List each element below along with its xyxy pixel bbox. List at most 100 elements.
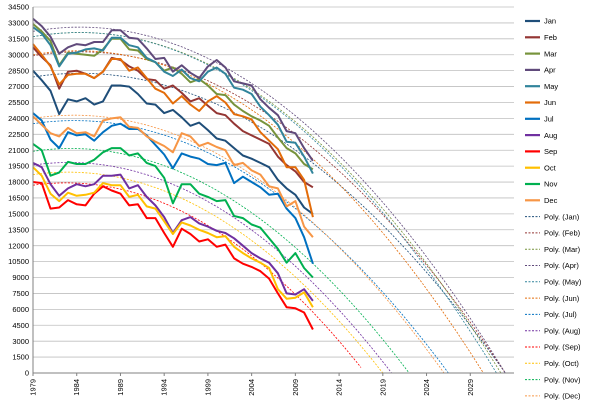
- series-line-oct: [32, 166, 314, 308]
- legend-label: Dec: [544, 196, 558, 205]
- legend-label: Feb: [544, 33, 557, 42]
- y-tick-label: 31500: [8, 34, 29, 43]
- legend-label: Mar: [544, 49, 557, 58]
- trendline-polymay: [32, 32, 497, 374]
- legend-label: Oct: [544, 163, 557, 172]
- legend-item: Apr: [525, 66, 556, 75]
- legend-item: Poly. (May): [525, 278, 582, 287]
- axes: [32, 7, 514, 374]
- y-tick-label: 9000: [12, 273, 29, 282]
- y-tick-label: 12000: [8, 241, 29, 250]
- legend-item: Poly. (Dec): [525, 392, 581, 401]
- x-tick-label: 2004: [247, 379, 256, 396]
- x-tick-label: 2019: [378, 379, 387, 396]
- series-line-jan: [32, 70, 314, 215]
- y-tick-label: 25500: [8, 98, 29, 107]
- y-axis-ticks: 0 1500 3000 4500 6000 7500 9000 10500 12000 13500…: [8, 3, 29, 378]
- y-tick-label: 0: [25, 369, 29, 378]
- trendline-polymar: [32, 32, 502, 374]
- legend-item: Nov: [525, 180, 558, 189]
- series-line-sep: [32, 181, 314, 330]
- trendline-polydec: [32, 114, 445, 374]
- x-tick-label: 2029: [466, 379, 475, 396]
- trendline-polyjan: [32, 72, 506, 374]
- y-tick-label: 28500: [8, 66, 29, 75]
- legend-item: Poly. (Aug): [525, 326, 581, 335]
- series-line-feb: [32, 46, 314, 189]
- x-axis-ticks: 1979 1984 1989 1994 1999 2004 2009 2014 2019 2024…: [29, 373, 475, 396]
- legend-item: Poly. (Oct): [525, 359, 579, 368]
- y-tick-label: 6000: [12, 305, 29, 314]
- legend-label: Aug: [544, 131, 557, 140]
- legend-item: Poly. (Jun): [525, 294, 580, 303]
- legend-item: Poly. (Mar): [525, 245, 581, 254]
- legend-item: Poly. (Apr): [525, 261, 579, 270]
- y-tick-label: 16500: [8, 194, 29, 203]
- legend-item: Dec: [525, 196, 558, 205]
- legend-item: Oct: [525, 163, 557, 172]
- legend-item: Poly. (Jul): [525, 310, 577, 319]
- trendline-polyaug: [32, 162, 392, 374]
- legend-label: Nov: [544, 180, 558, 189]
- y-tick-label: 34500: [8, 3, 29, 12]
- legend-item: Poly. (Sep): [525, 343, 581, 352]
- x-tick-label: 1994: [160, 379, 169, 396]
- trendline-polyoct: [32, 171, 384, 374]
- legend-label: Poly. (Jan): [544, 212, 580, 221]
- x-tick-label: 2024: [422, 379, 431, 396]
- legend: Jan Feb Mar Apr May Jun Jul Aug Sep Oct Nov Dec Poly…: [525, 17, 582, 401]
- legend-label: May: [544, 82, 558, 91]
- x-tick-label: 2009: [291, 379, 300, 396]
- legend-item: Sep: [525, 147, 557, 156]
- x-tick-label: 1979: [29, 379, 38, 396]
- y-tick-label: 27000: [8, 82, 29, 91]
- legend-item: Aug: [525, 131, 557, 140]
- legend-label: Sep: [544, 147, 557, 156]
- legend-item: Poly. (Nov): [525, 375, 581, 384]
- y-tick-label: 4500: [12, 321, 29, 330]
- trendline-polyjun: [32, 50, 484, 374]
- legend-item: May: [525, 82, 558, 91]
- y-tick-label: 22500: [8, 130, 29, 139]
- legend-item: Feb: [525, 33, 557, 42]
- y-tick-label: 13500: [8, 225, 29, 234]
- legend-label: Jan: [544, 17, 556, 26]
- legend-item: Mar: [525, 49, 557, 58]
- y-tick-label: 1500: [12, 353, 29, 362]
- grid: [33, 6, 514, 374]
- y-tick-label: 33000: [8, 19, 29, 28]
- legend-label: Poly. (Jun): [544, 294, 580, 303]
- legend-item: Poly. (Jan): [525, 212, 580, 221]
- series-line-jul: [32, 112, 314, 265]
- x-tick-label: 1989: [116, 379, 125, 396]
- trendlines: [32, 26, 506, 374]
- trendline-polyapr: [32, 26, 506, 374]
- legend-label: Poly. (Nov): [544, 375, 581, 384]
- legend-item: Poly. (Feb): [525, 229, 581, 238]
- trendline-polyjul: [32, 120, 449, 374]
- legend-label: Poly. (Jul): [544, 310, 577, 319]
- legend-item: Jan: [525, 17, 556, 26]
- y-tick-label: 7500: [12, 289, 29, 298]
- legend-label: Poly. (Mar): [544, 245, 581, 254]
- legend-label: Poly. (Oct): [544, 359, 579, 368]
- legend-label: Poly. (May): [544, 278, 582, 287]
- legend-label: Poly. (Feb): [544, 229, 581, 238]
- legend-item: Jun: [525, 98, 556, 107]
- legend-label: Jun: [544, 98, 556, 107]
- legend-label: Poly. (Aug): [544, 326, 581, 335]
- trendline-polynov: [32, 148, 410, 374]
- series-line-jun: [32, 43, 314, 218]
- legend-label: Poly. (Apr): [544, 261, 579, 270]
- series-line-nov: [32, 143, 314, 279]
- x-tick-label: 2014: [335, 379, 344, 396]
- series-line-may: [32, 26, 314, 175]
- series-line-dec: [32, 115, 314, 238]
- legend-label: Poly. (Sep): [544, 343, 581, 352]
- series-line-apr: [32, 17, 314, 162]
- y-tick-label: 30000: [8, 50, 29, 59]
- legend-label: Jul: [544, 115, 554, 124]
- legend-label: Apr: [544, 66, 556, 75]
- series-lines: [32, 17, 314, 330]
